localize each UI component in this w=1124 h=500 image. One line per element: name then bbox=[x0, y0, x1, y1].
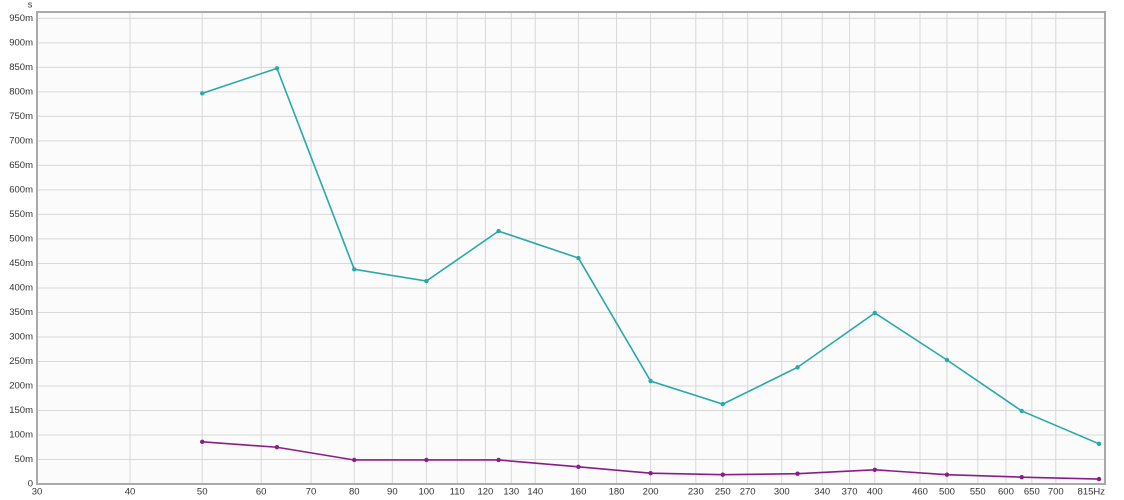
y-tick-label: 250m bbox=[9, 356, 33, 367]
data-point bbox=[795, 365, 800, 370]
x-tick-label: 270 bbox=[740, 487, 756, 498]
x-tick-label: 110 bbox=[450, 487, 465, 498]
y-axis-label: s bbox=[28, 0, 33, 11]
x-tick-label: 815Hz bbox=[1078, 487, 1106, 498]
x-tick-label: 600 bbox=[998, 487, 1014, 498]
data-point bbox=[944, 357, 950, 363]
x-tick-label: 650 bbox=[1024, 487, 1040, 498]
y-tick-label: 50m bbox=[15, 454, 34, 465]
data-point bbox=[795, 471, 800, 476]
data-point bbox=[424, 457, 429, 463]
x-tick-label: 370 bbox=[842, 487, 858, 498]
y-tick-label: 100m bbox=[9, 430, 33, 441]
data-point bbox=[352, 457, 357, 463]
x-tick-label: 120 bbox=[477, 487, 493, 498]
data-point bbox=[1096, 476, 1102, 482]
data-point bbox=[576, 464, 581, 470]
data-point bbox=[424, 278, 429, 284]
x-tick-label: 30 bbox=[32, 487, 43, 498]
x-tick-label: 90 bbox=[387, 487, 398, 498]
y-tick-label: 400m bbox=[9, 282, 33, 293]
data-point bbox=[200, 91, 205, 96]
data-point bbox=[720, 401, 725, 407]
plot-area bbox=[37, 12, 1105, 484]
data-point bbox=[496, 457, 501, 463]
y-tick-label: 600m bbox=[9, 184, 33, 195]
x-tick-label: 100 bbox=[418, 487, 434, 498]
y-tick-label: 650m bbox=[9, 160, 33, 171]
data-point bbox=[872, 467, 877, 472]
y-tick-label: 750m bbox=[9, 111, 33, 122]
data-point bbox=[1096, 441, 1102, 447]
data-point bbox=[200, 439, 205, 445]
x-tick-label: 500 bbox=[939, 487, 955, 498]
y-tick-label: 850m bbox=[9, 62, 33, 73]
y-tick-label: 350m bbox=[9, 307, 33, 318]
plot-border bbox=[36, 11, 1106, 485]
x-tick-label: 200 bbox=[643, 487, 659, 498]
data-point bbox=[352, 267, 357, 272]
y-tick-label: 300m bbox=[9, 331, 33, 342]
y-tick-label: 500m bbox=[9, 233, 33, 244]
data-point bbox=[944, 472, 950, 477]
data-point bbox=[648, 471, 653, 476]
x-tick-label: 140 bbox=[527, 487, 543, 498]
x-tick-label: 700 bbox=[1048, 487, 1064, 498]
data-point bbox=[872, 310, 877, 316]
data-point bbox=[496, 228, 501, 234]
x-tick-label: 340 bbox=[814, 487, 830, 498]
y-tick-label: 700m bbox=[9, 135, 33, 146]
x-tick-label: 50 bbox=[197, 487, 208, 498]
data-point bbox=[576, 255, 581, 261]
x-tick-label: 70 bbox=[306, 487, 317, 498]
x-tick-label: 250 bbox=[715, 487, 731, 498]
y-tick-label: 900m bbox=[9, 37, 33, 48]
x-tick-label: 60 bbox=[256, 487, 267, 498]
x-tick-label: 400 bbox=[867, 487, 883, 498]
y-tick-label: 200m bbox=[9, 380, 33, 391]
x-tick-label: 40 bbox=[125, 487, 136, 498]
x-tick-label: 460 bbox=[912, 487, 928, 498]
data-point bbox=[274, 445, 280, 450]
y-tick-label: 800m bbox=[9, 86, 33, 97]
y-tick-label: 150m bbox=[9, 405, 33, 416]
y-tick-label: 950m bbox=[9, 13, 33, 24]
y-tick-label: 550m bbox=[9, 209, 33, 220]
x-tick-label: 80 bbox=[349, 487, 360, 498]
x-tick-label: 180 bbox=[609, 487, 625, 498]
y-tick-label: 0 bbox=[28, 479, 33, 490]
x-tick-label: 300 bbox=[774, 487, 790, 498]
x-tick-label: 160 bbox=[571, 487, 587, 498]
x-tick-label: 130 bbox=[503, 487, 519, 498]
x-tick-label: 230 bbox=[688, 487, 704, 498]
x-tick-label: 550 bbox=[970, 487, 986, 498]
data-point bbox=[1019, 408, 1024, 414]
data-point bbox=[720, 472, 725, 477]
data-point bbox=[274, 66, 280, 71]
data-point bbox=[648, 378, 653, 384]
data-point bbox=[1019, 474, 1024, 480]
y-tick-label: 450m bbox=[9, 258, 33, 269]
